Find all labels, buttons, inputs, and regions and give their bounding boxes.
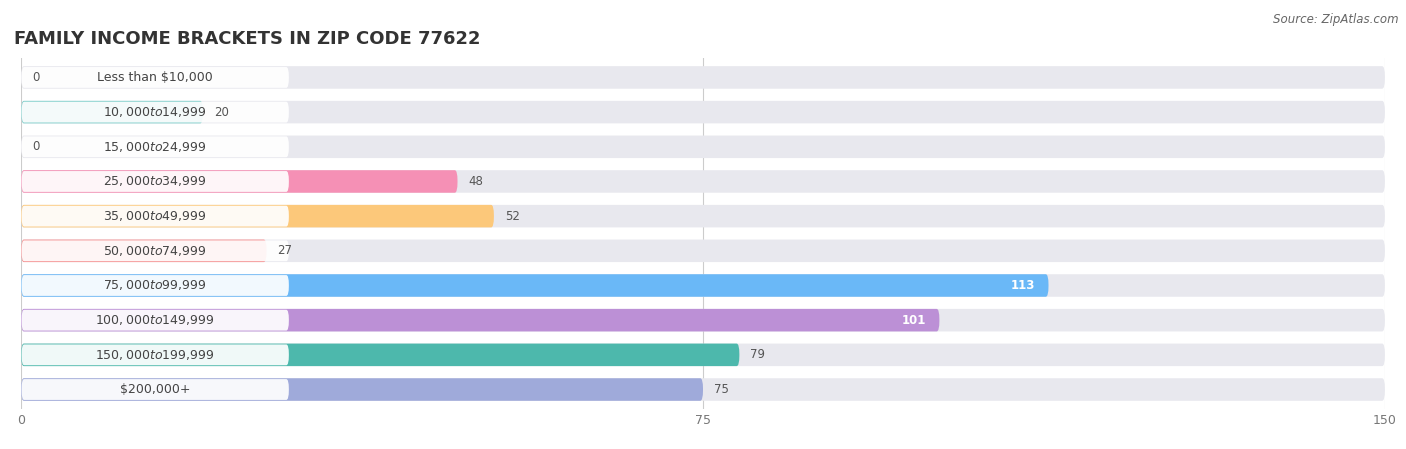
FancyBboxPatch shape [21, 344, 288, 365]
Text: $100,000 to $149,999: $100,000 to $149,999 [96, 313, 215, 327]
FancyBboxPatch shape [21, 101, 1385, 123]
FancyBboxPatch shape [21, 343, 740, 366]
FancyBboxPatch shape [21, 275, 288, 296]
FancyBboxPatch shape [21, 170, 457, 193]
Text: 48: 48 [468, 175, 484, 188]
FancyBboxPatch shape [21, 274, 1385, 297]
Text: 0: 0 [32, 71, 39, 84]
Text: Source: ZipAtlas.com: Source: ZipAtlas.com [1274, 13, 1399, 26]
FancyBboxPatch shape [21, 171, 288, 192]
Text: $25,000 to $34,999: $25,000 to $34,999 [104, 175, 207, 189]
Text: 0: 0 [32, 140, 39, 153]
FancyBboxPatch shape [21, 240, 288, 261]
Text: 79: 79 [751, 348, 765, 361]
FancyBboxPatch shape [21, 205, 1385, 227]
FancyBboxPatch shape [21, 205, 494, 227]
FancyBboxPatch shape [21, 378, 1385, 401]
FancyBboxPatch shape [21, 67, 288, 88]
Text: Less than $10,000: Less than $10,000 [97, 71, 214, 84]
FancyBboxPatch shape [21, 66, 1385, 89]
FancyBboxPatch shape [21, 274, 1049, 297]
FancyBboxPatch shape [21, 240, 267, 262]
Text: $50,000 to $74,999: $50,000 to $74,999 [104, 244, 207, 258]
Text: $15,000 to $24,999: $15,000 to $24,999 [104, 140, 207, 154]
FancyBboxPatch shape [21, 240, 1385, 262]
Text: $150,000 to $199,999: $150,000 to $199,999 [96, 348, 215, 362]
FancyBboxPatch shape [21, 101, 202, 123]
Text: 52: 52 [505, 210, 520, 223]
FancyBboxPatch shape [21, 310, 288, 330]
FancyBboxPatch shape [21, 102, 288, 123]
FancyBboxPatch shape [21, 378, 703, 401]
FancyBboxPatch shape [21, 206, 288, 227]
FancyBboxPatch shape [21, 343, 1385, 366]
Text: $200,000+: $200,000+ [120, 383, 190, 396]
Text: $35,000 to $49,999: $35,000 to $49,999 [104, 209, 207, 223]
FancyBboxPatch shape [21, 136, 1385, 158]
Text: $75,000 to $99,999: $75,000 to $99,999 [104, 278, 207, 292]
Text: 27: 27 [277, 244, 292, 257]
Text: 75: 75 [714, 383, 728, 396]
Text: 20: 20 [214, 106, 229, 119]
Text: FAMILY INCOME BRACKETS IN ZIP CODE 77622: FAMILY INCOME BRACKETS IN ZIP CODE 77622 [14, 31, 481, 48]
Text: 113: 113 [1011, 279, 1035, 292]
Text: $10,000 to $14,999: $10,000 to $14,999 [104, 105, 207, 119]
FancyBboxPatch shape [21, 309, 1385, 331]
FancyBboxPatch shape [21, 379, 288, 400]
FancyBboxPatch shape [21, 309, 939, 331]
FancyBboxPatch shape [21, 170, 1385, 193]
Text: 101: 101 [901, 314, 925, 327]
FancyBboxPatch shape [21, 136, 288, 157]
